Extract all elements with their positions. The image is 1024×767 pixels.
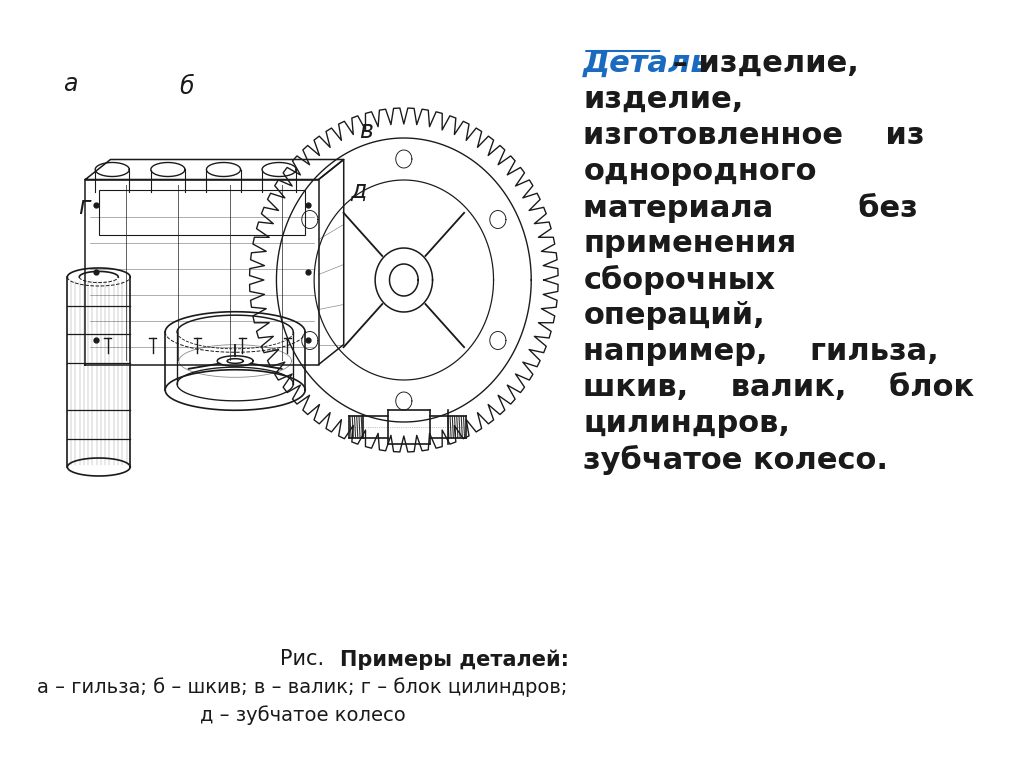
Text: Рис.: Рис. <box>281 649 325 669</box>
Text: зубчатое колесо.: зубчатое колесо. <box>584 445 888 475</box>
Bar <box>98 189 305 235</box>
Text: сборочных: сборочных <box>584 265 775 295</box>
Text: д: д <box>350 179 367 203</box>
Text: однородного: однородного <box>584 157 817 186</box>
Text: д – зубчатое колесо: д – зубчатое колесо <box>200 705 406 725</box>
Text: г: г <box>78 195 90 219</box>
Text: применения: применения <box>584 229 797 258</box>
Text: а – гильза; б – шкив; в – валик; г – блок цилиндров;: а – гильза; б – шкив; в – валик; г – бло… <box>37 677 567 696</box>
Text: шкив,    валик,    блок: шкив, валик, блок <box>584 373 975 402</box>
Text: а: а <box>62 72 78 96</box>
Text: изделие,: изделие, <box>584 85 743 114</box>
Text: в: в <box>359 119 373 143</box>
Text: операций,: операций, <box>584 301 765 330</box>
Text: б: б <box>179 75 195 99</box>
Text: Примеры деталей:: Примеры деталей: <box>311 649 569 670</box>
Text: – изделие,: – изделие, <box>663 49 859 78</box>
Text: Деталь: Деталь <box>584 49 711 78</box>
Text: материала        без: материала без <box>584 193 919 223</box>
Text: цилиндров,: цилиндров, <box>584 409 791 438</box>
Text: например,    гильза,: например, гильза, <box>584 337 939 366</box>
Text: изготовленное    из: изготовленное из <box>584 121 925 150</box>
